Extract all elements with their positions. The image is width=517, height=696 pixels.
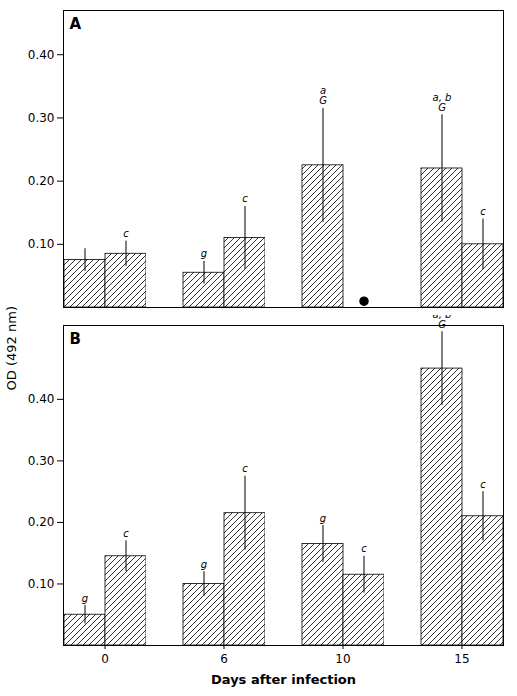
svg-text:0.10: 0.10: [28, 577, 55, 591]
svg-text:g: g: [201, 248, 207, 259]
svg-text:Days after infection: Days after infection: [211, 672, 356, 687]
svg-text:0.30: 0.30: [28, 111, 55, 125]
svg-text:6: 6: [220, 652, 228, 666]
svg-text:0.40: 0.40: [28, 392, 55, 406]
svg-text:0.40: 0.40: [28, 48, 55, 62]
svg-text:c: c: [123, 228, 129, 239]
svg-text:c: c: [123, 528, 129, 539]
svg-text:A: A: [70, 15, 82, 33]
svg-text:c: c: [242, 193, 248, 204]
svg-text:c: c: [242, 463, 248, 474]
svg-text:0: 0: [101, 652, 109, 666]
svg-text:g: g: [82, 593, 88, 604]
svg-text:15: 15: [454, 652, 469, 666]
svg-text:B: B: [70, 330, 81, 348]
svg-text:0.30: 0.30: [28, 454, 55, 468]
svg-text:0.20: 0.20: [28, 515, 55, 529]
html-text:OD (492 nm): OD (492 nm): [3, 305, 19, 391]
svg-text:c: c: [480, 479, 486, 490]
svg-text:a, bG: a, bG: [433, 92, 452, 113]
svg-text:a, bG: a, bG: [433, 315, 452, 330]
svg-text:10: 10: [335, 652, 350, 666]
svg-text:g: g: [320, 513, 326, 524]
svg-text:aG: aG: [319, 85, 327, 106]
svg-text:c: c: [480, 206, 486, 217]
svg-text:c: c: [361, 543, 367, 554]
svg-text:0.10: 0.10: [28, 237, 55, 251]
svg-text:0.20: 0.20: [28, 174, 55, 188]
svg-text:g: g: [201, 559, 207, 570]
